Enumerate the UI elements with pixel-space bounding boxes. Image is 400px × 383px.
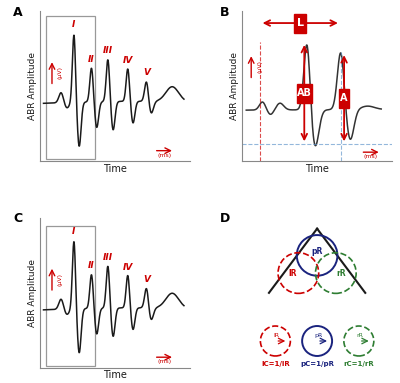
Text: lC=1/lR: lC=1/lR: [261, 361, 290, 367]
Bar: [294, 13, 306, 33]
Text: (μV): (μV): [257, 61, 262, 74]
Text: rR: rR: [336, 268, 346, 278]
Text: AB: AB: [297, 88, 312, 98]
Y-axis label: ABR Amplitude: ABR Amplitude: [28, 259, 37, 327]
Text: lR: lR: [274, 333, 280, 338]
Text: L: L: [297, 18, 304, 28]
X-axis label: Time: Time: [305, 164, 329, 174]
Bar: [339, 89, 349, 108]
Text: (ms): (ms): [157, 153, 171, 158]
Text: II: II: [88, 262, 95, 270]
Bar: [297, 83, 312, 103]
Text: C: C: [13, 212, 22, 225]
Text: II: II: [88, 55, 95, 64]
X-axis label: Time: Time: [103, 370, 127, 380]
Bar: [46, 226, 95, 366]
Text: IV: IV: [122, 263, 133, 272]
Text: A: A: [13, 5, 23, 18]
Text: I: I: [72, 227, 76, 236]
Text: pC=1/pR: pC=1/pR: [300, 361, 334, 367]
Text: IV: IV: [122, 56, 133, 65]
Text: (ms): (ms): [364, 154, 378, 159]
Text: V: V: [143, 275, 150, 284]
Text: (ms): (ms): [157, 359, 171, 364]
Bar: [46, 16, 95, 159]
Text: (μV): (μV): [57, 66, 62, 79]
Text: (μV): (μV): [57, 273, 62, 286]
Text: A: A: [340, 93, 348, 103]
Text: B: B: [220, 5, 229, 18]
Text: pR: pR: [312, 247, 323, 255]
Y-axis label: ABR Amplitude: ABR Amplitude: [28, 52, 37, 120]
Y-axis label: ABR Amplitude: ABR Amplitude: [230, 52, 240, 120]
Text: lR: lR: [289, 268, 297, 278]
Text: pR: pR: [314, 333, 322, 338]
Text: I: I: [72, 20, 76, 29]
Text: III: III: [103, 252, 113, 262]
Text: V: V: [143, 69, 150, 77]
Text: D: D: [220, 212, 230, 225]
Text: rR: rR: [356, 333, 363, 338]
X-axis label: Time: Time: [103, 164, 127, 174]
Text: III: III: [103, 46, 113, 55]
Text: rC=1/rR: rC=1/rR: [344, 361, 374, 367]
